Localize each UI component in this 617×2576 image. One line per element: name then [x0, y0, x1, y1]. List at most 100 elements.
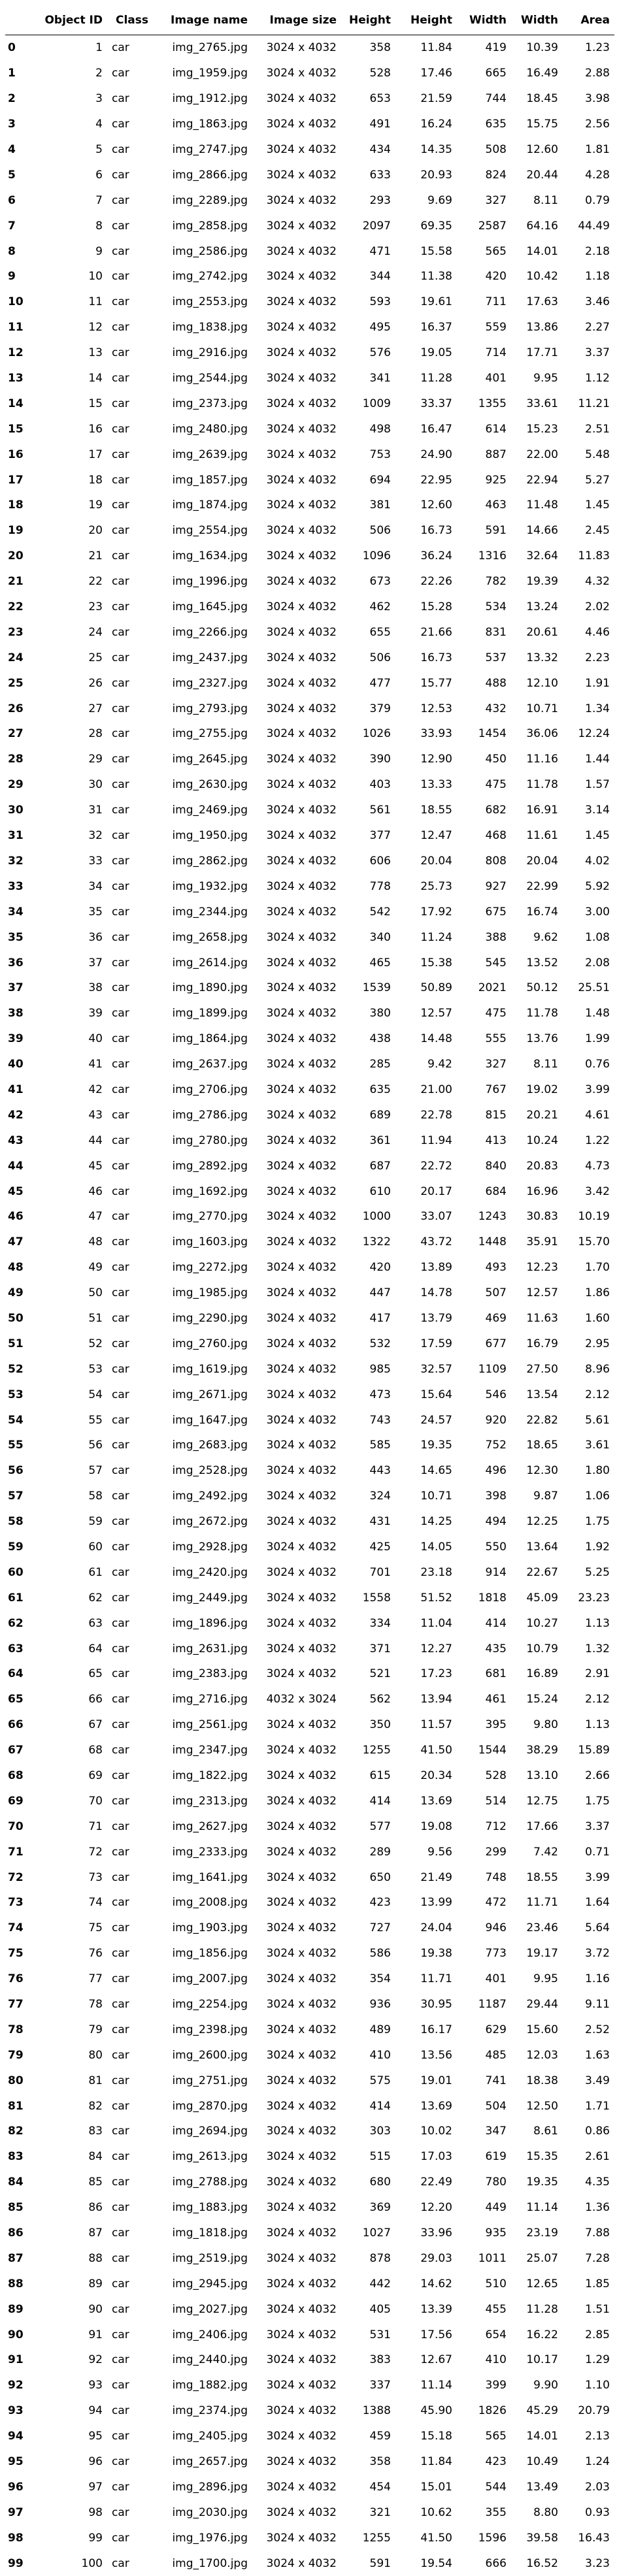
area-cell: 23.23 [563, 1585, 614, 1610]
image-name-cell: img_2440.jpg [153, 2347, 252, 2373]
height-pct-cell: 14.78 [395, 1280, 457, 1306]
image-name-cell: img_1959.jpg [153, 61, 252, 86]
row-index: 5 [5, 162, 33, 187]
height-px-cell: 586 [341, 1941, 395, 1966]
height-px-cell: 340 [341, 924, 395, 950]
height-px-cell: 1322 [341, 1230, 395, 1255]
area-cell: 5.48 [563, 442, 614, 467]
image-name-cell: img_1864.jpg [153, 1026, 252, 1052]
row-index: 33 [5, 873, 33, 899]
width-pct-cell: 13.32 [511, 645, 563, 670]
image-size-cell: 3024 x 4032 [252, 1153, 341, 1179]
height-pct-cell: 11.24 [395, 924, 457, 950]
height-pct-cell: 9.69 [395, 187, 457, 213]
image-size-cell: 3024 x 4032 [252, 1585, 341, 1610]
image-name-cell: img_2627.jpg [153, 1814, 252, 1839]
width-px-cell: 468 [457, 823, 511, 849]
width-pct-cell: 11.78 [511, 1001, 563, 1026]
height-pct-cell: 21.49 [395, 1865, 457, 1890]
height-px-cell: 936 [341, 1992, 395, 2017]
width-px-cell: 508 [457, 137, 511, 163]
area-cell: 2.08 [563, 950, 614, 975]
height-pct-cell: 11.94 [395, 1128, 457, 1153]
height-px-cell: 337 [341, 2373, 395, 2398]
height-px-cell: 358 [341, 35, 395, 61]
height-pct-cell: 11.84 [395, 35, 457, 61]
width-pct-cell: 18.55 [511, 1865, 563, 1890]
object-id-cell: 7 [33, 187, 107, 213]
area-cell: 1.10 [563, 2373, 614, 2398]
class-cell: car [107, 391, 153, 416]
width-pct-cell: 30.83 [511, 1204, 563, 1230]
row-index: 59 [5, 1535, 33, 1560]
area-cell: 2.56 [563, 112, 614, 137]
class-cell: car [107, 2144, 153, 2170]
object-id-cell: 71 [33, 1814, 107, 1839]
object-id-cell: 24 [33, 619, 107, 645]
row-index: 49 [5, 1280, 33, 1306]
object-id-cell: 63 [33, 1610, 107, 1636]
height-pct-cell: 20.04 [395, 849, 457, 874]
width-pct-cell: 10.42 [511, 264, 563, 289]
height-pct-cell: 13.56 [395, 2042, 457, 2068]
width-px-cell: 401 [457, 366, 511, 391]
image-size-cell: 3024 x 4032 [252, 35, 341, 61]
image-size-cell: 3024 x 4032 [252, 2398, 341, 2424]
image-size-cell: 3024 x 4032 [252, 569, 341, 595]
class-cell: car [107, 2551, 153, 2576]
image-name-cell: img_2657.jpg [153, 2449, 252, 2475]
image-size-cell: 3024 x 4032 [252, 2093, 341, 2119]
class-cell: car [107, 1788, 153, 1814]
width-pct-cell: 10.17 [511, 2347, 563, 2373]
image-size-cell: 3024 x 4032 [252, 1559, 341, 1585]
object-id-cell: 72 [33, 1839, 107, 1865]
height-pct-cell: 14.62 [395, 2271, 457, 2296]
row-index: 31 [5, 823, 33, 849]
area-cell: 0.93 [563, 2500, 614, 2525]
width-px-cell: 534 [457, 595, 511, 620]
class-cell: car [107, 2017, 153, 2042]
height-pct-cell: 24.90 [395, 442, 457, 467]
height-pct-cell: 22.49 [395, 2170, 457, 2195]
height-px-cell: 680 [341, 2170, 395, 2195]
image-name-cell: img_1856.jpg [153, 1941, 252, 1966]
image-size-cell: 3024 x 4032 [252, 2017, 341, 2042]
width-px-cell: 1596 [457, 2525, 511, 2551]
image-name-cell: img_2519.jpg [153, 2245, 252, 2271]
height-px-cell: 655 [341, 619, 395, 645]
object-id-cell: 73 [33, 1865, 107, 1890]
image-name-cell: img_2469.jpg [153, 798, 252, 823]
height-pct-cell: 13.39 [395, 2296, 457, 2322]
image-size-cell: 3024 x 4032 [252, 2221, 341, 2246]
row-index: 35 [5, 924, 33, 950]
width-pct-cell: 16.89 [511, 1661, 563, 1687]
width-pct-cell: 32.64 [511, 544, 563, 569]
object-id-cell: 77 [33, 1966, 107, 1992]
height-px-cell: 434 [341, 137, 395, 163]
object-id-cell: 49 [33, 1255, 107, 1280]
class-cell: car [107, 1916, 153, 1941]
width-pct-cell: 13.54 [511, 1382, 563, 1407]
image-name-cell: img_2613.jpg [153, 2144, 252, 2170]
object-id-cell: 16 [33, 416, 107, 442]
image-name-cell: img_1700.jpg [153, 2551, 252, 2576]
width-pct-cell: 45.29 [511, 2398, 563, 2424]
height-pct-cell: 10.62 [395, 2500, 457, 2525]
height-px-cell: 377 [341, 823, 395, 849]
area-cell: 1.23 [563, 35, 614, 61]
width-px-header: Width [457, 5, 511, 35]
height-pct-cell: 20.17 [395, 1179, 457, 1204]
object-id-cell: 62 [33, 1585, 107, 1610]
image-size-cell: 3024 x 4032 [252, 1814, 341, 1839]
area-cell: 2.95 [563, 1331, 614, 1356]
area-cell: 5.25 [563, 1559, 614, 1585]
class-cell: car [107, 1763, 153, 1789]
image-name-cell: img_2373.jpg [153, 391, 252, 416]
height-pct-cell: 33.07 [395, 1204, 457, 1230]
class-cell: car [107, 823, 153, 849]
class-cell: car [107, 1941, 153, 1966]
